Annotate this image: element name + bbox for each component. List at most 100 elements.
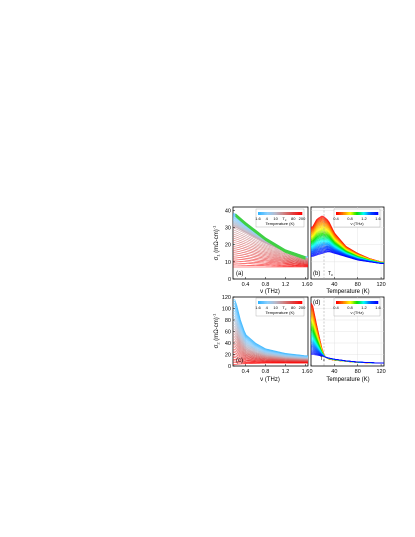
panel-b-xtick-label: 80: [355, 282, 361, 288]
panel-a-ylabel: σ1 (mΩ-cm)-1: [212, 225, 221, 260]
panel-b-legend-swatch: [359, 212, 362, 215]
panel-c-xtick-label: 1.2: [282, 369, 290, 375]
panel-a-legend-swatch: [259, 212, 262, 215]
panel-c-xtick-label: 0.8: [262, 369, 270, 375]
panel-b-legend-swatch: [338, 212, 341, 215]
panel-a-curve: [233, 238, 308, 262]
panel-c-ylabel-sub: 2: [216, 342, 221, 345]
panel-b-xtick-label: 120: [376, 282, 385, 288]
panel-d-legend-swatch: [359, 301, 362, 304]
panel-c-legend-swatch: [268, 301, 271, 304]
panel-c-legend-tick: 80: [291, 305, 296, 310]
panel-a-legend-swatch: [287, 212, 290, 215]
panel-b-legend-swatch: [365, 212, 368, 215]
panel-c-xticks: 0.4 0.8 1.2 1.6: [242, 364, 309, 375]
panel-a-legend-tick: Tc: [282, 216, 286, 222]
panel-a-curve: [233, 242, 308, 263]
panel-c-ylabel-main: σ: [214, 344, 220, 348]
panel-a-legend-swatch: [300, 212, 303, 215]
panel-a-legend-swatch: [297, 212, 300, 215]
panel-a-legend-swatch: [269, 212, 272, 215]
panel-b-legend-swatch: [340, 212, 342, 215]
panel-c-xlabel: ν (THz): [260, 377, 280, 383]
panel-b-legend-swatch: [364, 212, 366, 215]
panel-a-legend-tick: 80: [291, 216, 296, 221]
panel-d-legend-swatch: [338, 301, 341, 304]
panel-c-legend-swatch: [272, 301, 275, 304]
panel-b-legend-swatch: [351, 212, 354, 215]
panel-d-legend-tick: 1.2: [361, 305, 367, 310]
panel-a-curve: [233, 244, 308, 263]
panel-d-xtick-label: 80: [355, 369, 361, 375]
panel-d-legend-swatch: [354, 301, 356, 304]
panel-b-curve: [310, 251, 384, 264]
panel-d-legend-swatch: [376, 301, 379, 304]
panel-d-tc-sub: c: [323, 358, 325, 362]
panel-a-curve-top: [235, 213, 306, 258]
panel-b-legend-title: ν (THz): [350, 221, 364, 226]
panel-b-legend-swatch: [343, 212, 345, 215]
panel-b-legend-swatch: [371, 212, 373, 215]
panel-d-legend-swatch: [337, 301, 340, 304]
panel-a-curve: [233, 262, 308, 267]
panel-d-legend-swatch: [372, 301, 375, 304]
panel-c-legend-swatch: [299, 301, 301, 304]
panel-c-legend-swatch: [266, 301, 269, 304]
panel-b-legend-swatch: [345, 212, 348, 215]
panel-a-ylabel-unit: (mΩ-cm): [214, 229, 220, 254]
panel-a-xtick-label: 0.4: [242, 282, 250, 288]
panel-a-legend-swatch: [272, 212, 275, 215]
panel-c-legend-swatch: [285, 301, 288, 304]
panel-d-legend: 0.4 0.8 1.2 1.6 ν (THz): [333, 297, 382, 317]
panel-b-legend-swatch: [336, 212, 338, 215]
panel-b-legend-swatch: [366, 212, 369, 215]
panel-a-legend-tick: 1.6: [255, 216, 261, 221]
panel-a-legend-swatch: [263, 212, 266, 215]
panel-a-curve-top: [235, 216, 306, 260]
panel-a-ytick-label: 30: [225, 226, 231, 232]
panel-d-xlabel: Temperature (K): [326, 377, 369, 383]
panel-a-curve-top: [235, 214, 306, 258]
panel-a-curve: [233, 246, 308, 263]
panel-c-legend-tick: 10: [273, 305, 278, 310]
panel-a-legend-swatch: [274, 212, 276, 215]
panel-d-legend-swatch: [368, 301, 370, 304]
panel-a-curve: [233, 232, 308, 260]
panel-c-legend-swatch: [278, 301, 281, 304]
panel-d-legend-tick: 0.4: [333, 305, 339, 310]
panel-d-legend-swatch: [343, 301, 345, 304]
panel-a-legend-swatch: [285, 212, 288, 215]
panel-a-legend-swatch: [280, 212, 282, 215]
panel-a-curve: [233, 236, 308, 261]
panel-b-legend-swatch: [348, 212, 351, 215]
panel-b-legend-swatch: [344, 212, 347, 215]
panel-a-xtick-label: 0.8: [262, 282, 270, 288]
panel-d-legend-swatch: [348, 301, 351, 304]
panel-d-tc-main: T: [320, 356, 323, 362]
panel-c-legend-swatch: [277, 301, 279, 304]
panel-b-legend: 0.4 0.8 1.2 1.6 ν (THz): [333, 208, 382, 228]
panel-c-ytick-label: 20: [225, 353, 231, 359]
panel-a-legend-swatch: [265, 212, 268, 215]
panel-c-ytick-label: 0: [228, 364, 231, 370]
panel-a-legend-tick-sub: c: [285, 218, 287, 222]
panel-a-ylabel-exp: -1: [212, 225, 217, 229]
panel-b-xtick-label: 0: [309, 282, 312, 288]
panel-c-yticks: 0 20 40 60 80 100 120: [222, 295, 235, 370]
panel-c-legend-tick: 200: [299, 305, 306, 310]
panel-c-legend-swatch: [265, 301, 268, 304]
panel-c-legend-swatch: [288, 301, 291, 304]
panel-c-legend-swatch: [290, 301, 293, 304]
panel-a-xticks: 0.4 0.8 1.2 1.6: [242, 277, 309, 288]
panel-c-ytick-label: 100: [222, 307, 231, 313]
panel-b-legend-swatch: [376, 212, 379, 215]
panel-b-legend-swatch: [375, 212, 377, 215]
panel-a-legend-swatch: [278, 212, 281, 215]
panel-c-legend-swatch: [281, 301, 284, 304]
panel-d-legend-swatch: [355, 301, 358, 304]
panel-a-legend-swatch: [268, 212, 271, 215]
